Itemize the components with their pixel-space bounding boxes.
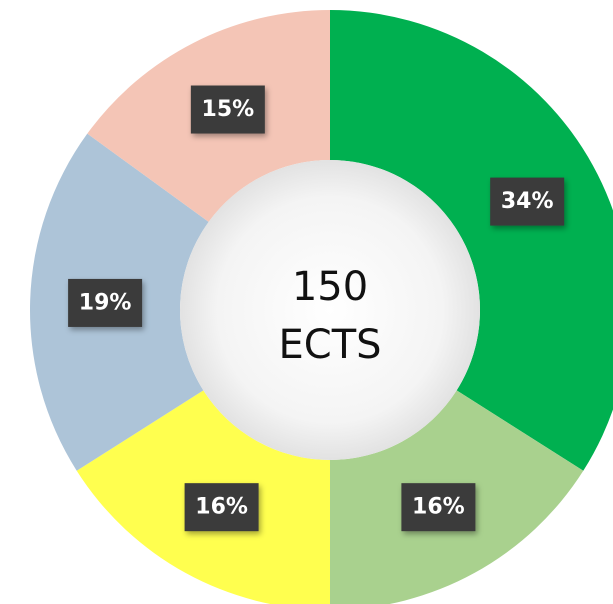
data-label: 16%	[412, 495, 465, 520]
data-label: 19%	[79, 290, 132, 315]
donut-hole	[180, 160, 480, 460]
label-box	[68, 278, 143, 327]
label-box	[490, 177, 565, 226]
label-box	[401, 483, 476, 532]
data-label: 34%	[501, 189, 554, 214]
label-box	[190, 85, 265, 134]
label-box	[184, 483, 259, 532]
data-label: 16%	[195, 495, 248, 520]
center-text: ECTS	[278, 322, 381, 368]
labels: 34% 16% 16% 19% 15%	[68, 85, 565, 532]
data-label: 15%	[202, 97, 255, 122]
center-text: 150	[292, 264, 368, 310]
wedge	[330, 10, 613, 471]
